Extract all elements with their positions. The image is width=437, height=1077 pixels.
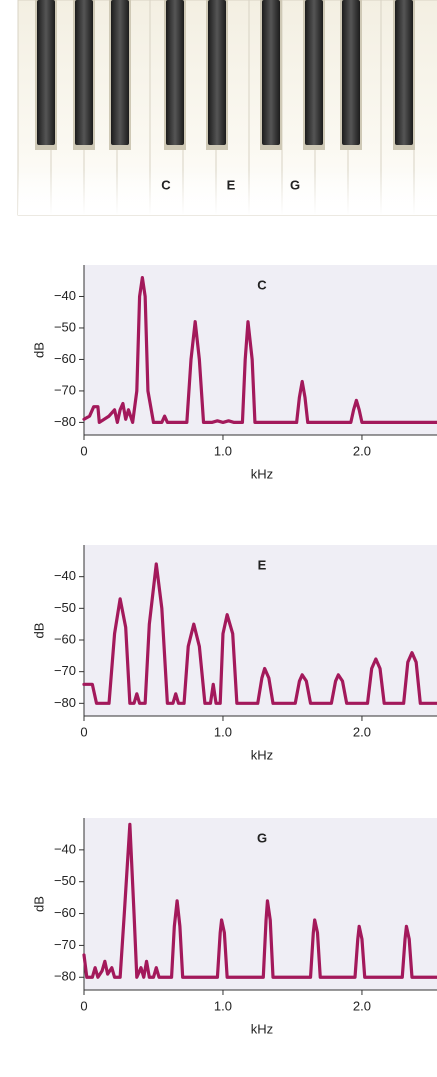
x-axis-label: kHz: [251, 747, 273, 762]
x-axis-label: kHz: [251, 1021, 273, 1036]
y-tick-label: −70: [54, 663, 76, 678]
y-tick-label: −80: [54, 969, 76, 984]
chart-title: G: [257, 830, 267, 845]
black-key: [342, 0, 360, 145]
spectrum-line: [82, 562, 437, 705]
y-tick-label: −40: [54, 841, 76, 856]
chart-title: E: [258, 557, 267, 572]
y-axis-label: dB: [31, 896, 46, 912]
y-tick-label: −50: [54, 319, 76, 334]
key-label: C: [161, 177, 171, 192]
y-tick-label: −60: [54, 351, 76, 366]
black-key: [208, 0, 226, 145]
y-tick-label: −60: [54, 631, 76, 646]
y-axis-label: dB: [31, 342, 46, 358]
key-label: E: [227, 177, 236, 192]
x-tick-label: 0: [80, 724, 87, 739]
y-tick-label: −60: [54, 905, 76, 920]
piano-fade: [18, 170, 437, 215]
x-tick-label: 1.0: [214, 998, 232, 1013]
black-key: [395, 0, 413, 145]
spectrum-line: [82, 822, 437, 979]
black-key: [111, 0, 129, 145]
x-tick-label: 0: [80, 443, 87, 458]
black-key: [262, 0, 280, 145]
plot-area: [84, 265, 437, 435]
y-tick-label: −80: [54, 414, 76, 429]
y-tick-label: −50: [54, 873, 76, 888]
black-key: [75, 0, 93, 145]
x-tick-label: 0: [80, 998, 87, 1013]
y-tick-label: −50: [54, 600, 76, 615]
y-tick-label: −70: [54, 382, 76, 397]
x-axis-label: kHz: [251, 466, 273, 481]
x-tick-label: 1.0: [214, 724, 232, 739]
black-key: [37, 0, 55, 145]
x-tick-label: 1.0: [214, 443, 232, 458]
black-key: [305, 0, 323, 145]
black-key: [166, 0, 184, 145]
plot-area: [84, 818, 437, 990]
chart-title: C: [257, 277, 267, 292]
y-axis-label: dB: [31, 623, 46, 639]
spectrum-line: [82, 275, 437, 425]
y-tick-label: −40: [54, 288, 76, 303]
x-tick-label: 2.0: [353, 443, 371, 458]
y-tick-label: −70: [54, 937, 76, 952]
x-tick-label: 2.0: [353, 998, 371, 1013]
x-tick-label: 2.0: [353, 724, 371, 739]
key-label: G: [290, 177, 300, 192]
y-tick-label: −40: [54, 568, 76, 583]
y-tick-label: −80: [54, 695, 76, 710]
